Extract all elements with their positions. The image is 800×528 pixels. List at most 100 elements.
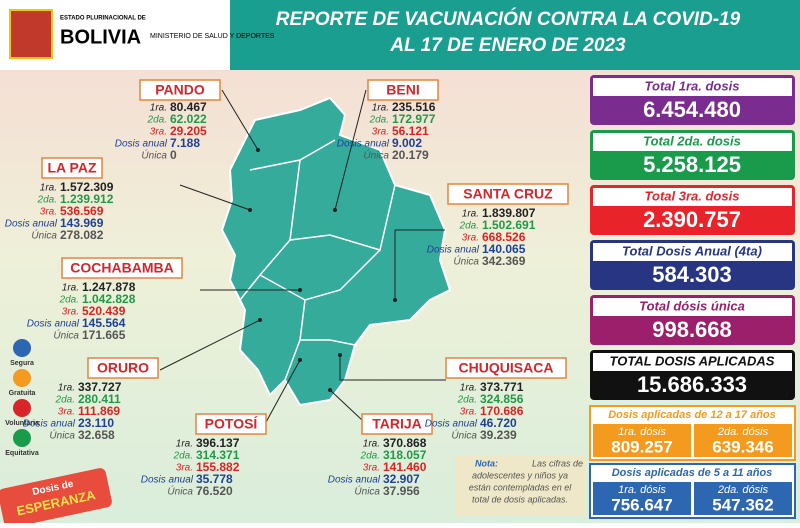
total-value: 998.668 (652, 317, 732, 342)
dose-value: 29.205 (170, 124, 207, 138)
department-box (139, 79, 221, 101)
department-name: CHUQUISACA (459, 360, 554, 376)
dose-value: 37.956 (383, 484, 420, 498)
dose-value: 342.369 (482, 254, 526, 268)
dose-value: 143.969 (60, 216, 104, 230)
dose-value: 56.121 (392, 124, 429, 138)
dose-label: 1ra. (62, 283, 79, 294)
dose-value: 76.520 (196, 484, 233, 498)
note-box (455, 455, 585, 515)
dose-label: Dosis anual (337, 139, 390, 150)
department-name: POTOSÍ (205, 416, 259, 432)
dose-label: Única (451, 429, 477, 442)
group-item-value: 639.346 (712, 437, 773, 456)
note-line: están contempladas en el (469, 482, 573, 492)
dose-label: 2da. (360, 451, 380, 462)
dose-label: 1ra. (363, 439, 380, 450)
dose-label: Dosis anual (5, 219, 58, 230)
department-box (447, 183, 569, 205)
group-item (694, 424, 792, 457)
group-item-label: 2da. dósis (717, 426, 769, 438)
dose-label: 1ra. (462, 209, 479, 220)
title: REPORTE DE VACUNACIÓN CONTRA LA COVID-19 (276, 8, 741, 30)
leader-line (394, 229, 445, 300)
group-item-value: 547.362 (712, 495, 773, 514)
leader-dot (298, 358, 302, 362)
total-label-band (593, 353, 792, 371)
dose-value: 7.188 (170, 136, 200, 150)
group-item (694, 482, 792, 515)
dose-value: 172.977 (392, 112, 436, 126)
feature-icon (13, 339, 31, 357)
note-bold: Nota: (475, 458, 498, 468)
dose-label: 2da. (59, 295, 79, 306)
leader-dot (333, 208, 337, 212)
dose-label: 3ra. (176, 463, 193, 474)
dose-label: Dosis anual (141, 475, 194, 486)
dose-label: 3ra. (40, 207, 57, 218)
dose-value: 171.665 (82, 328, 126, 342)
dose-value: 141.460 (383, 460, 427, 474)
leader-line (264, 359, 301, 425)
dose-label: 3ra. (150, 127, 167, 138)
group-item-value: 809.257 (611, 437, 672, 456)
dose-value: 9.002 (392, 136, 422, 150)
dose-label: 2da. (37, 195, 57, 206)
total-label: Total 1ra. dosis (645, 78, 740, 93)
total-value: 2.390.757 (643, 207, 741, 232)
logo-small: ESTADO PLURINACIONAL DE (60, 16, 146, 22)
dose-value: 1.042.828 (82, 292, 136, 306)
dose-value: 278.082 (60, 228, 104, 242)
leader-line (329, 389, 363, 421)
dose-value: 668.526 (482, 230, 526, 244)
dose-label: 1ra. (372, 103, 389, 114)
dose-value: 46.720 (480, 416, 517, 430)
dose-label: 3ra. (58, 407, 75, 418)
department-box (195, 413, 267, 435)
feature-label: Voluntaria (5, 420, 39, 427)
leader-line (159, 319, 261, 371)
dose-value: 520.439 (82, 304, 126, 318)
leader-dot (258, 318, 262, 322)
map-borders (239, 139, 396, 381)
dose-label: Dosis anual (27, 319, 80, 330)
leader-dot (393, 298, 397, 302)
dose-value: 396.137 (196, 436, 240, 450)
feature-icon (13, 429, 31, 447)
dose-label: 1ra. (58, 383, 75, 394)
leader-line (339, 355, 446, 381)
group-item-label: 1ra. dósis (618, 484, 666, 496)
badge (0, 468, 112, 528)
total-label: Total dósis única (639, 298, 745, 313)
dose-value: 1.247.878 (82, 280, 136, 294)
department-box (61, 257, 183, 279)
leader-dot (328, 388, 332, 392)
dose-label: 3ra. (363, 463, 380, 474)
leader-dot (298, 288, 302, 292)
dose-value: 324.856 (480, 392, 524, 406)
dose-label: 2da. (457, 395, 477, 406)
feature-icon (13, 399, 31, 417)
dose-label: Única (354, 485, 380, 498)
dose-value: 35.778 (196, 472, 233, 486)
ministry: MINISTERIO DE SALUD Y DEPORTES (150, 33, 275, 40)
leader-line (221, 89, 259, 151)
total-value: 584.303 (652, 262, 732, 287)
department-box (367, 79, 439, 101)
group-title: Dosis aplicadas de 12 a 17 años (608, 409, 776, 421)
dose-value: 1.839.807 (482, 206, 536, 220)
dose-value: 140.065 (482, 242, 526, 256)
total-label-band (593, 78, 792, 96)
dose-value: 145.564 (82, 316, 126, 330)
dose-label: 1ra. (150, 103, 167, 114)
group-item-label: 1ra. dósis (618, 426, 666, 438)
dose-value: 23.110 (78, 416, 114, 430)
department-name: TARIJA (372, 416, 422, 432)
group-item (593, 482, 691, 515)
total-value: 6.454.480 (643, 97, 741, 122)
coat-of-arms (9, 9, 53, 59)
dose-value: 32.658 (78, 428, 115, 442)
dose-label: Única (363, 149, 389, 162)
dose-label: Única (53, 329, 79, 342)
department-name: COCHABAMBA (70, 260, 173, 276)
